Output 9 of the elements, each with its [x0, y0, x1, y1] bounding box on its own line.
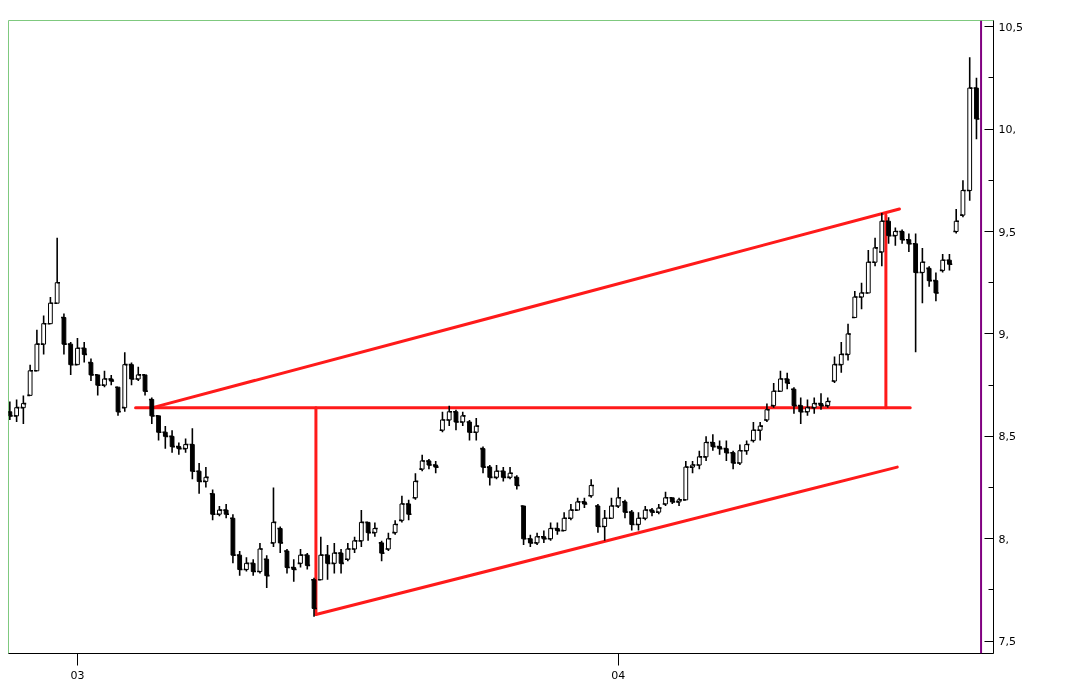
y-tick-label: 8, — [998, 532, 1009, 546]
x-tick-label: 03 — [70, 668, 85, 682]
y-tick-label: 10,5 — [998, 20, 1023, 34]
y-tick-label: 7,5 — [998, 635, 1016, 649]
y-tick-label: 9, — [998, 327, 1009, 341]
y-tick-label: 10, — [998, 123, 1016, 137]
y-tick-label: 9,5 — [998, 225, 1016, 239]
y-tick-label: 8,5 — [998, 430, 1016, 444]
x-tick-label: 04 — [611, 668, 626, 682]
